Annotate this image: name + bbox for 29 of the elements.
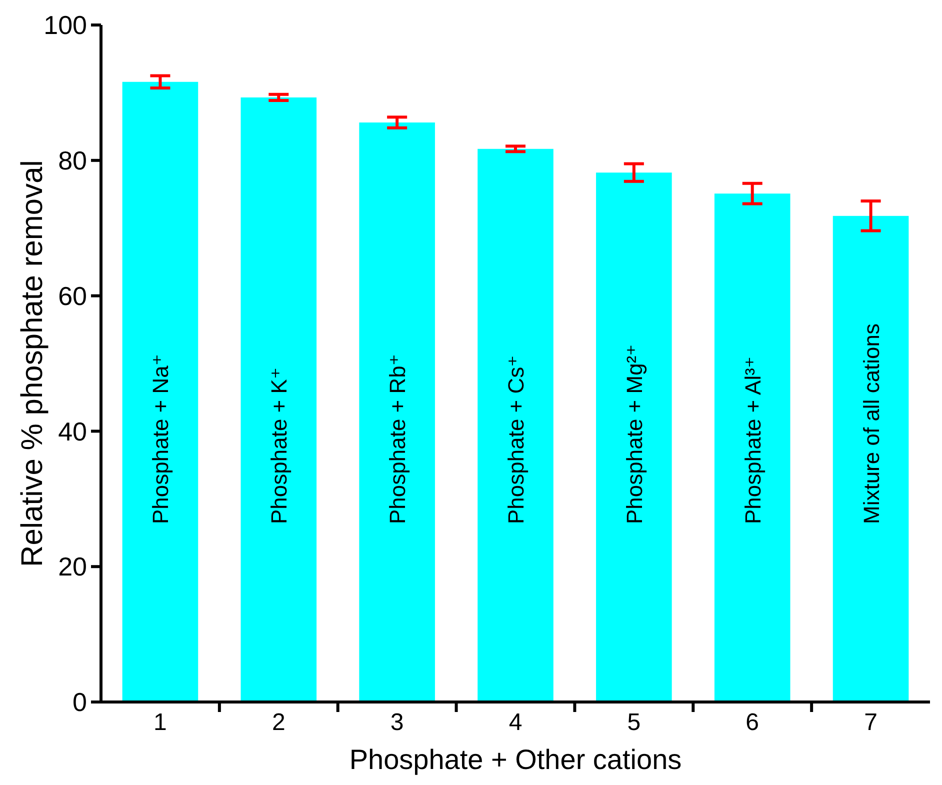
bar (832, 216, 909, 702)
y-tick-label: 100 (44, 10, 87, 40)
annotation: Mixture of all cations (858, 323, 884, 524)
bar (596, 172, 672, 702)
annotation: Phosphate + Al³⁺ (740, 356, 766, 524)
y-axis-title: Relative % phosphate removal (16, 160, 49, 567)
y-tick-label: 80 (58, 146, 87, 176)
x-axis-title: Phosphate + Other cations (349, 744, 682, 775)
x-tick-label: 5 (627, 709, 641, 736)
y-tick-label: 0 (72, 687, 87, 718)
x-tick-label: 2 (272, 709, 286, 736)
annotation: Phosphate + Cs⁺ (504, 355, 528, 524)
annotation: Phosphate + K⁺ (266, 367, 292, 524)
annotation: Phosphate + Mg²⁺ (622, 344, 647, 524)
y-tick-label: 60 (58, 280, 87, 311)
x-tick-label: 7 (864, 709, 878, 736)
bar (240, 97, 317, 702)
bar (478, 148, 554, 702)
y-tick-label: 40 (58, 416, 87, 446)
annotation: Phosphate + Na⁺ (148, 354, 174, 524)
annotation: Phosphate + Rb⁺ (385, 354, 410, 524)
x-tick-label: 3 (390, 709, 404, 736)
x-tick-label: 6 (746, 709, 760, 736)
y-tick-label: 20 (58, 552, 87, 582)
x-tick-label: 1 (154, 709, 167, 736)
bar (359, 122, 435, 702)
x-tick-label: 4 (508, 709, 522, 736)
bar (714, 194, 790, 702)
bar (122, 82, 198, 702)
